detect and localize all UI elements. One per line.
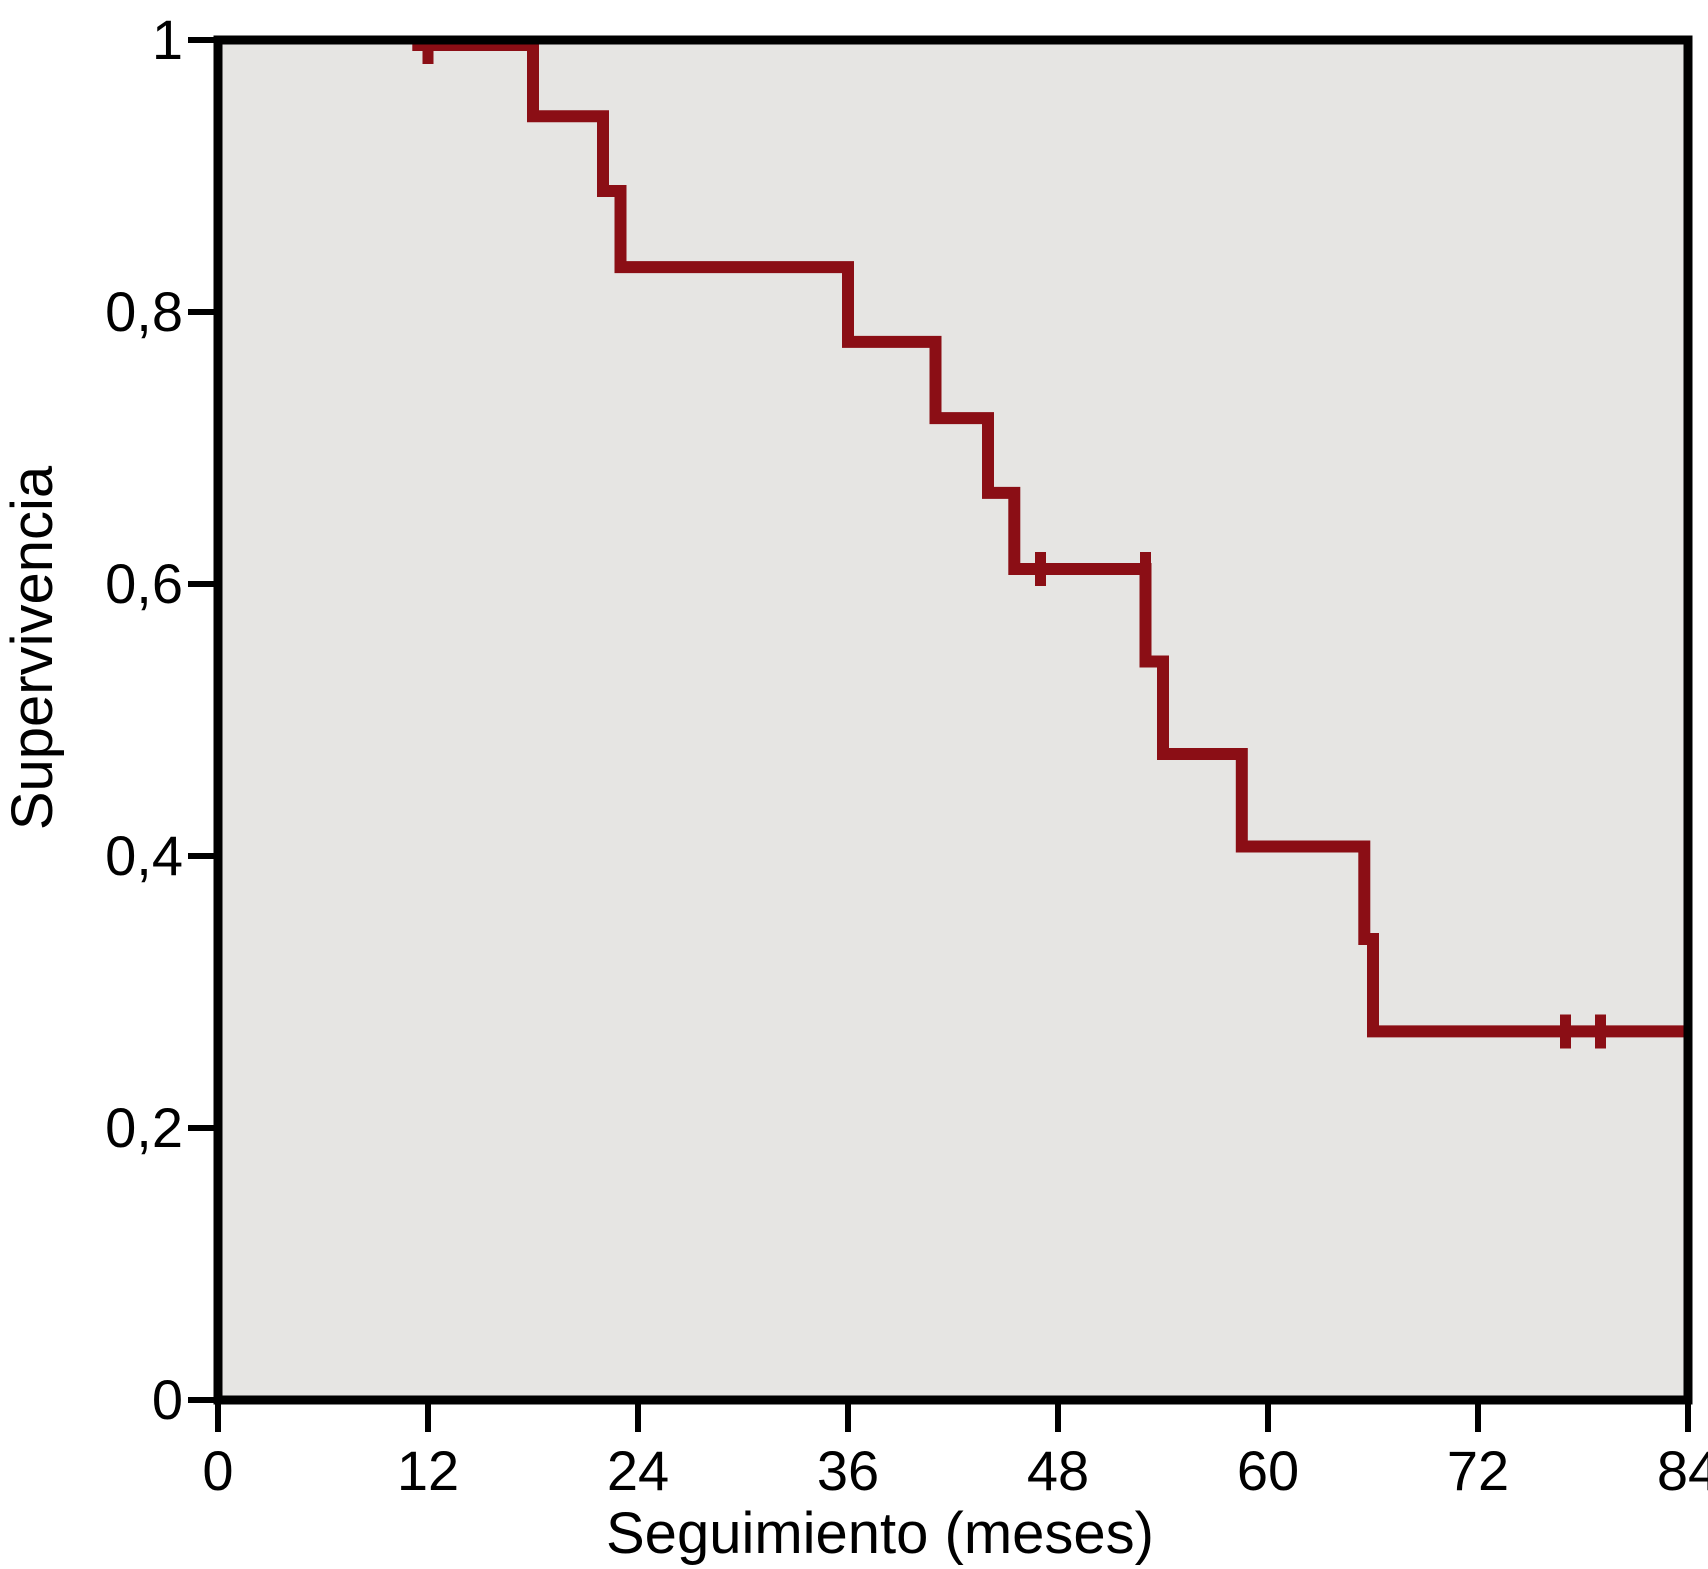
x-tick-label: 12 bbox=[397, 1439, 459, 1502]
x-tick-label: 84 bbox=[1657, 1439, 1708, 1502]
y-tick-label: 0,6 bbox=[105, 552, 183, 615]
survival-step-curve bbox=[412, 39, 1688, 1038]
x-tick-label: 48 bbox=[1027, 1439, 1089, 1502]
y-tick-label: 1 bbox=[152, 8, 183, 71]
axis-ticks-layer: 0 12 24 36 48 60 72 84 0 0,2 0,4 0,6 0,8 1 bbox=[105, 8, 1708, 1502]
x-axis-title: Seguimiento (meses) bbox=[606, 1501, 1154, 1566]
plot-area bbox=[218, 40, 1688, 1400]
y-tick-label: 0 bbox=[152, 1368, 183, 1431]
x-tick-label: 36 bbox=[817, 1439, 879, 1502]
y-axis-title: Supervivencia bbox=[0, 465, 65, 830]
plot-border bbox=[213, 35, 1693, 1405]
y-tick-label: 0,8 bbox=[105, 280, 183, 343]
survival-curve-layer bbox=[412, 39, 1688, 1049]
x-tick-label: 0 bbox=[202, 1439, 233, 1502]
x-tick-label: 24 bbox=[607, 1439, 669, 1502]
y-tick-label: 0,4 bbox=[105, 824, 183, 887]
x-tick-label: 60 bbox=[1237, 1439, 1299, 1502]
x-tick-label: 72 bbox=[1447, 1439, 1509, 1502]
y-tick-label: 0,2 bbox=[105, 1096, 183, 1159]
